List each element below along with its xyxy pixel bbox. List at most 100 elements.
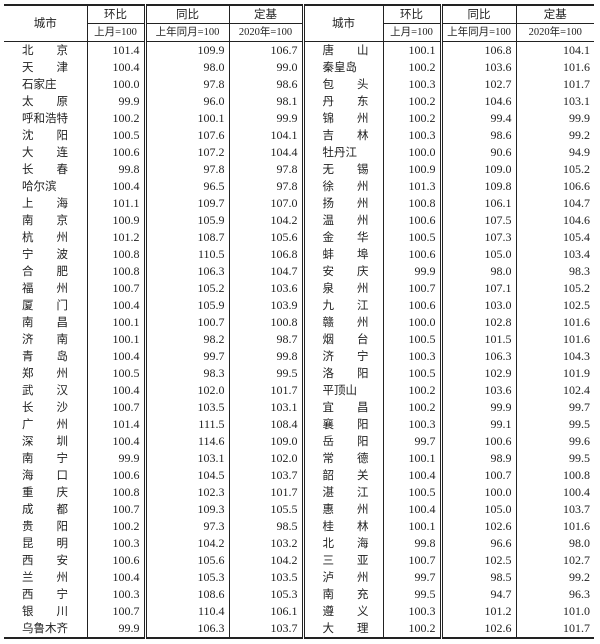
base-header-left: 定基 [228,5,303,24]
left-mom-cell: 100.8 [86,484,145,501]
left-city-cell: 西 安 [22,553,68,567]
table-row: 深 圳 100.4 114.6 109.0 岳 阳 99.7 100.6 99.6 [4,433,594,450]
right-yoy-cell: 98.9 [439,450,516,467]
right-city-cell: 金 华 [301,229,383,246]
right-mom-cell: 100.7 [382,552,441,569]
table-row: 兰 州 100.4 105.3 103.5 泸 州 99.7 98.5 99.2 [4,569,594,586]
left-base-cell: 104.2 [228,552,303,569]
left-yoy-cell: 110.4 [143,603,229,620]
right-yoy-cell: 106.8 [439,41,516,59]
left-yoy-cell: 104.2 [143,535,229,552]
table-row: 成 都 100.7 109.3 105.5 惠 州 100.4 105.0 103.7 [4,501,594,518]
table-row: 乌鲁木齐 99.9 106.3 103.7 大 理 100.2 102.6 101.7 [4,620,594,638]
left-city-cell: 青 岛 [22,349,68,363]
left-yoy-cell: 109.7 [143,195,229,212]
right-yoy-cell: 100.6 [439,433,516,450]
right-base-cell: 106.6 [515,178,594,195]
right-city-cell: 锦 州 [301,110,383,127]
right-city-cell: 温 州 [301,212,383,229]
right-mom-cell: 100.0 [382,314,441,331]
right-mom-cell: 100.2 [382,93,441,110]
right-mom-cell: 100.2 [382,382,441,399]
table-row: 大 连 100.6 107.2 104.4 牡丹江 100.0 90.6 94.9 [4,144,594,161]
right-mom-cell: 100.5 [382,229,441,246]
right-mom-cell: 100.2 [382,399,441,416]
table-row: 宁 波 100.8 110.5 106.8 蚌 埠 100.6 105.0 103.4 [4,246,594,263]
left-yoy-cell: 105.9 [143,297,229,314]
right-base-cell: 101.6 [515,518,594,535]
left-mom-cell: 101.4 [86,41,145,59]
right-yoy-cell: 103.6 [439,59,516,76]
left-yoy-cell: 108.7 [143,229,229,246]
right-city-cell: 九 江 [301,297,383,314]
left-yoy-cell: 114.6 [143,433,229,450]
left-city-cell: 南 宁 [22,451,68,465]
left-base-cell: 98.5 [228,518,303,535]
right-city-cell: 泸 州 [301,569,383,586]
right-base-cell: 101.6 [515,314,594,331]
left-city-cell: 贵 阳 [22,519,68,533]
left-city-cell: 天 津 [22,60,68,74]
left-mom-cell: 100.7 [86,280,145,297]
right-base-cell: 101.7 [515,620,594,638]
right-city-cell: 常 德 [301,450,383,467]
left-base-cell: 107.0 [228,195,303,212]
right-city-cell: 丹 东 [301,93,383,110]
right-city-cell: 岳 阳 [301,433,383,450]
right-yoy-cell: 101.2 [439,603,516,620]
right-base-cell: 104.6 [515,212,594,229]
right-yoy-cell: 102.9 [439,365,516,382]
left-city-cell: 哈尔滨 [22,179,57,193]
left-city-cell: 沈 阳 [22,128,68,142]
table-row: 厦 门 100.4 105.9 103.9 九 江 100.6 103.0 102.5 [4,297,594,314]
left-city-cell: 郑 州 [22,366,68,380]
header-row-2: 上月=100 上年同月=100 2020年=100 上月=100 上年同月=10… [4,23,594,42]
right-city-cell: 遵 义 [301,603,383,620]
left-base-cell: 106.1 [228,603,303,620]
left-yoy-cell: 106.3 [143,263,229,280]
right-base-cell: 96.3 [515,586,594,603]
left-mom-cell: 100.6 [86,552,145,569]
right-yoy-cell: 102.6 [439,518,516,535]
price-index-table: 城市 环比 同比 定基 城市 环比 同比 定基 上月=100 上年同月=100 … [4,4,594,639]
left-base-cell: 106.7 [228,41,303,59]
city-header-left: 城市 [4,5,87,42]
left-mom-cell: 99.9 [86,93,145,110]
right-mom-cell: 100.3 [382,76,441,93]
left-yoy-cell: 106.3 [143,620,229,638]
right-mom-cell: 100.5 [382,484,441,501]
left-mom-cell: 100.3 [86,586,145,603]
left-yoy-cell: 96.0 [143,93,229,110]
left-city-cell: 厦 门 [22,298,68,312]
right-mom-cell: 100.6 [382,297,441,314]
left-yoy-cell: 100.7 [143,314,229,331]
right-base-cell: 104.1 [515,41,594,59]
right-mom-cell: 100.2 [382,110,441,127]
right-city-cell: 吉 林 [301,127,383,144]
right-mom-cell: 100.2 [382,59,441,76]
right-mom-cell: 100.5 [382,365,441,382]
table-row: 南 京 100.9 105.9 104.2 温 州 100.6 107.5 104.6 [4,212,594,229]
left-yoy-cell: 99.7 [143,348,229,365]
right-base-cell: 99.5 [515,450,594,467]
left-base-cell: 99.9 [228,110,303,127]
right-base-cell: 99.2 [515,127,594,144]
mom-sub-left: 上月=100 [86,23,145,42]
left-city-cell: 大 连 [22,145,68,159]
left-yoy-cell: 97.3 [143,518,229,535]
left-city-cell: 武 汉 [22,383,68,397]
yoy-header-right: 同比 [439,5,516,24]
left-mom-cell: 100.7 [86,603,145,620]
right-mom-cell: 100.5 [382,331,441,348]
right-mom-cell: 100.0 [382,144,441,161]
right-yoy-cell: 103.6 [439,382,516,399]
right-base-cell: 102.4 [515,382,594,399]
table-row: 长 沙 100.7 103.5 103.1 宜 昌 100.2 99.9 99.7 [4,399,594,416]
left-yoy-cell: 98.3 [143,365,229,382]
table-row: 重 庆 100.8 102.3 101.7 湛 江 100.5 100.0 100.4 [4,484,594,501]
left-base-cell: 98.6 [228,76,303,93]
right-yoy-cell: 98.0 [439,263,516,280]
table-row: 杭 州 101.2 108.7 105.6 金 华 100.5 107.3 105.4 [4,229,594,246]
left-base-cell: 105.5 [228,501,303,518]
city-header-right: 城市 [301,5,383,42]
